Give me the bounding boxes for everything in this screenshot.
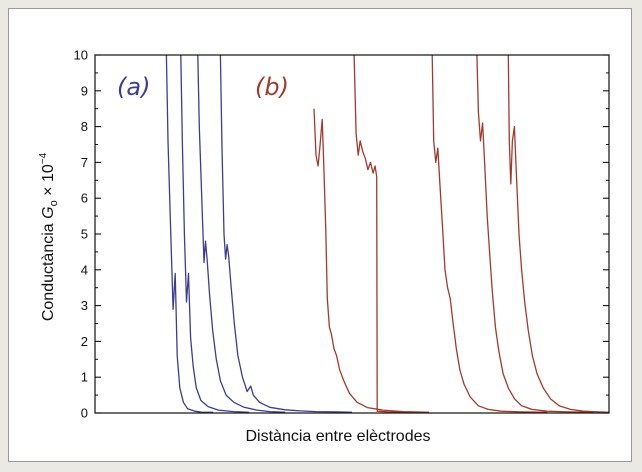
y-axis-label-prefix: Conductància [40,219,57,321]
series-line-4 [219,55,353,413]
panel-label-a: (a) [117,73,150,101]
y-tick-label-10: 10 [74,48,88,63]
labels: Distància entre elèctrodes Conductància … [38,152,430,445]
y-tick-label-3: 3 [81,298,88,313]
y-axis-label-exponent: −4 [38,152,49,164]
plot-area [165,55,609,413]
series-line-3 [197,55,286,413]
y-tick-label-5: 5 [81,227,88,242]
y-tick-label-6: 6 [81,191,88,206]
series-group [165,55,609,413]
axes: 0 1 2 3 4 5 6 7 8 9 10 (a) (b) [74,48,610,421]
y-axis-label-times: × 10 [40,164,57,200]
series-line-7 [431,55,548,413]
series-line-2 [180,55,250,413]
figure-frame: 0 1 2 3 4 5 6 7 8 9 10 (a) (b) Distància entre elèct… [8,8,632,462]
plot-frame [94,54,610,414]
y-tick-label-8: 8 [81,119,88,134]
series-line-8 [476,55,594,413]
x-axis-label: Distància entre elèctrodes [246,428,431,445]
y-tick-label-0: 0 [81,406,88,421]
conductance-chart: 0 1 2 3 4 5 6 7 8 9 10 (a) (b) Distància entre elèct… [38,48,610,445]
series-line-9 [507,55,609,413]
y-axis-label-symbol: G [40,206,57,218]
y-axis-label-subscript: o [48,200,60,206]
series-line-1 [165,55,214,413]
series-line-6 [353,55,414,413]
y-tick-label-1: 1 [81,370,88,385]
y-axis-label: Conductància Go × 10−4 [38,152,60,321]
y-tick-label-7: 7 [81,155,88,170]
y-tick-label-9: 9 [81,83,88,98]
y-tick-label-2: 2 [81,334,88,349]
panel-label-b: (b) [255,73,289,101]
y-tick-label-4: 4 [81,262,88,277]
series-line-5 [313,108,430,413]
